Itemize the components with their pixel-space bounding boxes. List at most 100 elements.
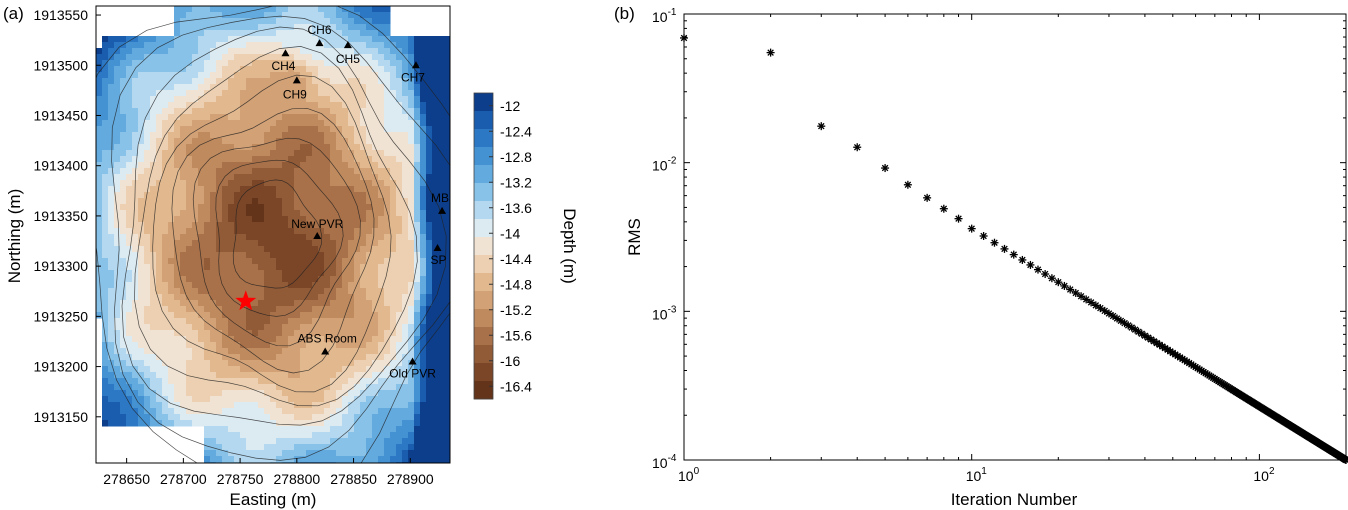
contour-cell (210, 12, 217, 19)
contour-cell (414, 66, 421, 73)
contour-cell (258, 246, 265, 253)
contour-cell (126, 78, 133, 85)
contour-cell (408, 222, 415, 229)
contour-cell (396, 438, 403, 445)
contour-cell (228, 102, 235, 109)
contour-cell (336, 84, 343, 91)
contour-cell (258, 294, 265, 301)
contour-cell (108, 162, 115, 169)
contour-cell (96, 144, 103, 151)
contour-cell (426, 252, 433, 259)
site-label: CH7 (401, 70, 425, 84)
contour-cell (276, 216, 283, 223)
contour-cell (438, 294, 445, 301)
contour-cell (156, 228, 163, 235)
contour-cell (174, 288, 181, 295)
contour-cell (378, 246, 385, 253)
contour-cell (336, 120, 343, 127)
contour-cell (96, 84, 103, 91)
contour-cell (294, 222, 301, 229)
contour-cell (294, 60, 301, 67)
contour-cell (150, 84, 157, 91)
contour-cell (354, 66, 361, 73)
contour-cell (156, 174, 163, 181)
contour-cell (126, 246, 133, 253)
contour-cell (264, 288, 271, 295)
contour-cell (174, 336, 181, 343)
contour-cell (264, 354, 271, 361)
contour-cell (384, 66, 391, 73)
contour-cell (228, 264, 235, 271)
contour-cell (408, 54, 415, 61)
contour-cell (138, 60, 145, 67)
contour-cell (288, 114, 295, 121)
contour-cell (234, 312, 241, 319)
contour-cell (132, 372, 139, 379)
contour-cell (336, 156, 343, 163)
point-stroke (1164, 346, 1171, 354)
contour-cell (384, 12, 391, 19)
contour-cell (294, 12, 301, 19)
contour-cell (162, 198, 169, 205)
site-label: Old PVR (389, 367, 436, 381)
contour-cell (342, 150, 349, 157)
contour-cell (348, 420, 355, 427)
contour-cell (228, 48, 235, 55)
contour-cell (330, 414, 337, 421)
contour-cell (216, 324, 223, 331)
contour-cell (246, 312, 253, 319)
contour-cell (144, 234, 151, 241)
colorbar-tick-label: -13.2 (500, 174, 532, 190)
contour-cell (222, 204, 229, 211)
contour-cell (252, 228, 259, 235)
contour-cell (420, 72, 427, 79)
contour-cell (396, 204, 403, 211)
contour-cell (222, 66, 229, 73)
contour-cell (246, 438, 253, 445)
contour-cell (132, 150, 139, 157)
contour-cell (264, 306, 271, 313)
contour-cell (312, 162, 319, 169)
contour-cell (318, 216, 325, 223)
contour-cell (168, 42, 175, 49)
contour-cell (306, 204, 313, 211)
contour-cell (180, 252, 187, 259)
contour-cell (102, 84, 109, 91)
contour-cell (174, 414, 181, 421)
contour-cell (210, 390, 217, 397)
contour-cell (342, 30, 349, 37)
contour-cell (336, 96, 343, 103)
contour-cell (282, 102, 289, 109)
contour-cell (204, 258, 211, 265)
contour-cell (234, 240, 241, 247)
contour-cell (204, 450, 211, 457)
contour-cell (282, 42, 289, 49)
contour-cell (378, 216, 385, 223)
contour-cell (348, 228, 355, 235)
contour-cell (192, 228, 199, 235)
contour-cell (438, 204, 445, 211)
contour-cell (372, 318, 379, 325)
contour-cell (132, 78, 139, 85)
contour-cell (192, 342, 199, 349)
contour-cell (192, 108, 199, 115)
contour-cell (360, 252, 367, 259)
contour-cell (396, 288, 403, 295)
contour-cell (408, 342, 415, 349)
contour-cell (210, 354, 217, 361)
contour-cell (390, 216, 397, 223)
contour-cell (264, 204, 271, 211)
contour-cell (318, 348, 325, 355)
contour-cell (354, 426, 361, 433)
contour-cell (126, 384, 133, 391)
contour-cell (114, 372, 121, 379)
contour-cell (306, 408, 313, 415)
contour-cell (402, 48, 409, 55)
contour-cell (396, 402, 403, 409)
contour-cell (330, 348, 337, 355)
contour-cell (276, 282, 283, 289)
contour-cell (378, 270, 385, 277)
contour-cell (294, 36, 301, 43)
contour-cell (372, 102, 379, 109)
contour-cell (360, 12, 367, 19)
